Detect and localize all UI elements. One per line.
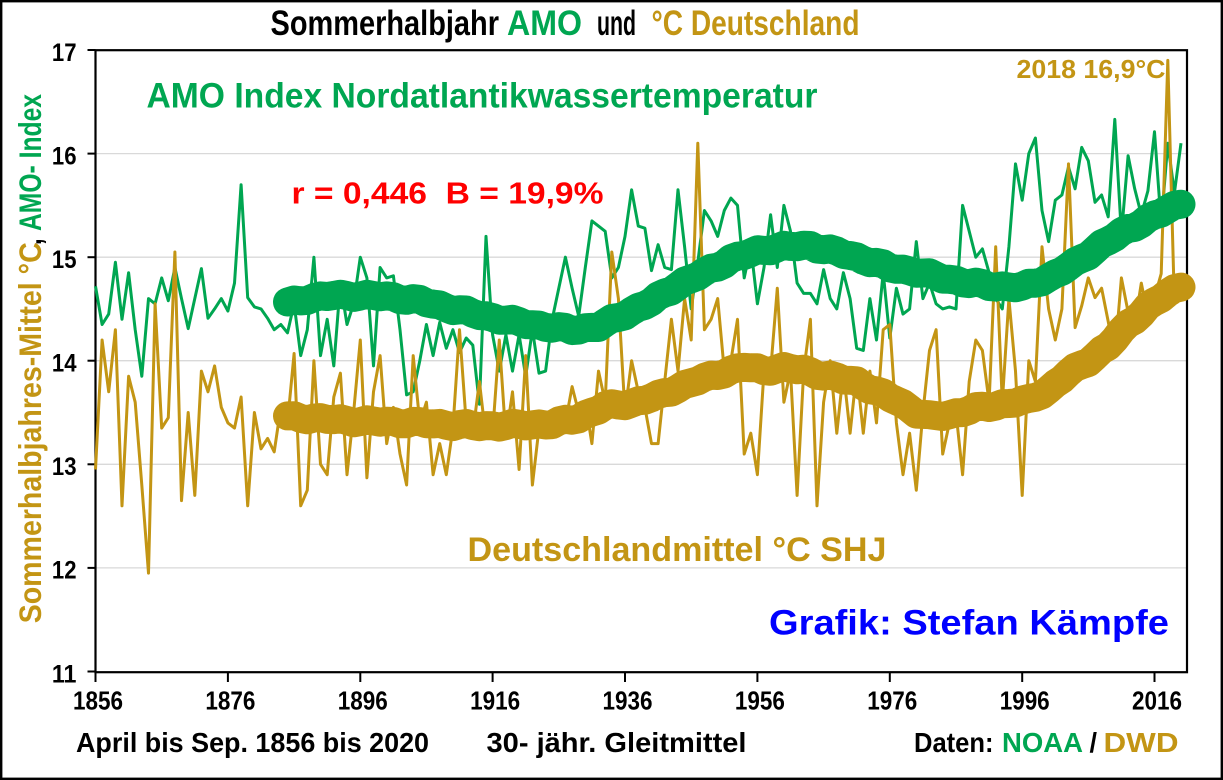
svg-text:r = 0,446 B = 19,9%: r = 0,446 B = 19,9% [292, 177, 604, 210]
svg-text:Grafik: Stefan Kämpfe: Grafik: Stefan Kämpfe [769, 603, 1169, 642]
svg-text:Daten:: Daten: [914, 727, 994, 758]
svg-text:April bis Sep. 1856 bis 2020: April bis Sep. 1856 bis 2020 [76, 727, 429, 758]
svg-text:30- jähr. Gleitmittel: 30- jähr. Gleitmittel [487, 727, 747, 758]
svg-text:15: 15 [52, 246, 77, 274]
svg-text:1876: 1876 [205, 688, 255, 716]
svg-text:DWD: DWD [1104, 727, 1179, 758]
svg-text:1856: 1856 [73, 688, 123, 716]
svg-text:/: / [1090, 727, 1098, 758]
svg-text:1896: 1896 [338, 688, 388, 716]
svg-text:Sommerhalbjahr: Sommerhalbjahr [271, 3, 500, 43]
svg-text:Sommerhalbjahres-Mittel °C: Sommerhalbjahres-Mittel °C [12, 242, 48, 623]
svg-text:°C Deutschland: °C Deutschland [652, 3, 860, 43]
svg-text:AMO: AMO [507, 3, 582, 43]
svg-text:1936: 1936 [603, 688, 653, 716]
svg-text:AMO- Index: AMO- Index [12, 94, 48, 231]
svg-text:2018 16,9°C: 2018 16,9°C [1017, 54, 1166, 84]
svg-text:AMO Index Nordatlantikwasserte: AMO Index Nordatlantikwassertemperatur [147, 75, 818, 115]
svg-text:und: und [597, 3, 636, 43]
svg-text:11: 11 [52, 660, 77, 688]
svg-text:NOAA: NOAA [1002, 727, 1083, 758]
svg-text:1996: 1996 [1000, 688, 1050, 716]
svg-text:1956: 1956 [735, 688, 785, 716]
svg-text:16: 16 [52, 142, 77, 170]
svg-text:1976: 1976 [867, 688, 917, 716]
svg-text:12: 12 [52, 557, 77, 585]
svg-text:13: 13 [52, 453, 77, 481]
svg-text:Deutschlandmittel °C SHJ: Deutschlandmittel °C SHJ [468, 531, 887, 569]
svg-text:2016: 2016 [1132, 688, 1182, 716]
svg-text:17: 17 [52, 39, 77, 67]
svg-text:14: 14 [52, 350, 77, 378]
svg-text:1916: 1916 [470, 688, 520, 716]
svg-text:,: , [12, 238, 48, 245]
